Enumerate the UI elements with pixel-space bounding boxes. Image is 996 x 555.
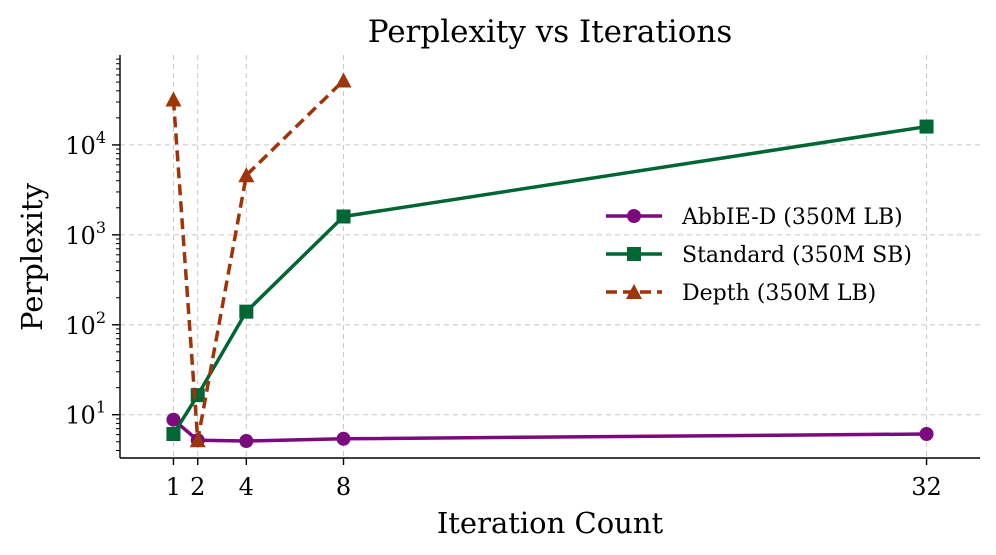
y-tick-label: 102	[65, 308, 106, 340]
ticks: 1 2 4 8 32 101 102 103 104	[65, 58, 942, 501]
series-line	[172, 418, 927, 443]
legend-marker	[627, 209, 641, 223]
legend-marker	[626, 284, 642, 299]
data-point	[166, 412, 181, 427]
x-tick-label: 8	[336, 473, 351, 501]
legend-entry: Standard (350M SB)	[606, 243, 912, 268]
axes	[119, 55, 980, 459]
x-tick-label: 1	[166, 473, 181, 501]
series-3	[165, 72, 352, 448]
legend-label: Depth (350M LB)	[682, 281, 876, 306]
x-tick-label: 32	[911, 473, 942, 501]
legend-marker	[627, 247, 641, 261]
legend-entry: AbbIE-D (350M LB)	[606, 205, 903, 230]
legend-label: Standard (350M SB)	[682, 243, 912, 268]
series-2	[166, 119, 934, 442]
data-point	[239, 304, 254, 319]
y-tick-label: 103	[65, 218, 106, 250]
series-line	[171, 79, 345, 442]
x-tick-label: 2	[190, 473, 205, 501]
data-point	[189, 432, 206, 448]
data-point	[165, 91, 182, 107]
series	[165, 72, 934, 448]
y-axis-label: Perplexity	[15, 182, 49, 331]
y-tick-label: 101	[65, 398, 106, 430]
data-point	[336, 209, 351, 224]
legend-label: AbbIE-D (350M LB)	[681, 205, 903, 230]
data-point	[238, 167, 255, 183]
series-1	[166, 412, 934, 448]
data-point	[336, 431, 351, 446]
data-point	[239, 433, 254, 448]
data-point	[166, 427, 181, 442]
data-point	[919, 119, 934, 134]
x-tick-label: 4	[239, 473, 254, 501]
x-axis-label: Iteration Count	[437, 506, 664, 540]
chart-title: Perplexity vs Iterations	[368, 14, 733, 50]
data-point	[335, 72, 352, 88]
legend: AbbIE-D (350M LB) Standard (350M SB) Depth…	[606, 205, 912, 306]
data-point	[919, 427, 934, 442]
y-tick-label: 104	[65, 128, 106, 160]
legend-entry: Depth (350M LB)	[606, 281, 876, 306]
